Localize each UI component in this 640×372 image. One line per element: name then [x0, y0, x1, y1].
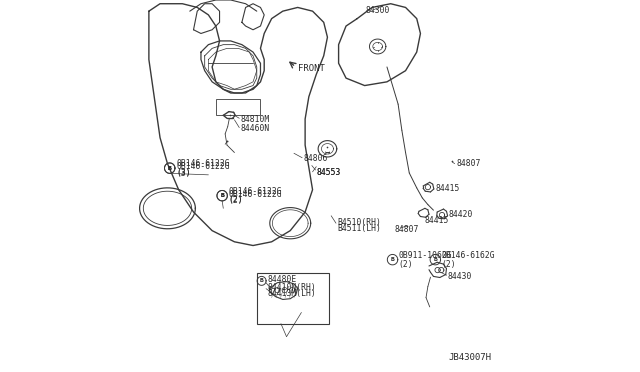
Text: 84300: 84300	[365, 6, 390, 15]
Text: (2): (2)	[442, 260, 456, 269]
Text: 0B911-1062G: 0B911-1062G	[399, 251, 452, 260]
Text: (2): (2)	[399, 260, 413, 269]
Text: B: B	[168, 166, 172, 171]
Text: 0B146-6122G: 0B146-6122G	[228, 190, 282, 199]
Text: 84415: 84415	[424, 216, 449, 225]
Text: 84430: 84430	[447, 272, 472, 281]
Text: B: B	[390, 257, 394, 262]
Text: B: B	[260, 278, 264, 283]
Text: 0B146-6162G: 0B146-6162G	[442, 251, 495, 260]
Text: (2): (2)	[228, 195, 243, 204]
Text: 0B146-6122G: 0B146-6122G	[176, 162, 230, 171]
Text: B: B	[168, 166, 172, 171]
Text: 84807: 84807	[456, 159, 481, 168]
Text: 84415: 84415	[435, 185, 460, 193]
Text: 84410N(RH): 84410N(RH)	[267, 283, 316, 292]
Text: (2): (2)	[228, 196, 243, 205]
Text: B: B	[220, 193, 224, 198]
Bar	[216, 99, 260, 115]
Text: 84806: 84806	[303, 154, 328, 163]
Text: 0B146-6122G: 0B146-6122G	[176, 159, 230, 168]
Text: (3): (3)	[176, 168, 191, 177]
Text: 0B146-6122G: 0B146-6122G	[228, 187, 282, 196]
Text: 84553: 84553	[316, 169, 340, 177]
Text: 84420: 84420	[449, 210, 473, 219]
Text: 84413M(LH): 84413M(LH)	[267, 289, 316, 298]
Text: FRONT: FRONT	[298, 64, 324, 73]
Text: 84553: 84553	[316, 168, 340, 177]
Text: 84807: 84807	[394, 225, 419, 234]
Text: 84460N: 84460N	[240, 124, 269, 133]
Bar	[257, 273, 330, 324]
Text: 84810M: 84810M	[240, 115, 269, 124]
Text: B4511(LH): B4511(LH)	[338, 224, 381, 232]
Text: B4510(RH): B4510(RH)	[338, 218, 381, 227]
Text: B: B	[433, 257, 437, 262]
Text: (3): (3)	[176, 169, 191, 178]
Text: 84480E: 84480E	[267, 275, 296, 284]
Text: B: B	[220, 193, 224, 198]
Text: JB43007H: JB43007H	[448, 353, 491, 362]
